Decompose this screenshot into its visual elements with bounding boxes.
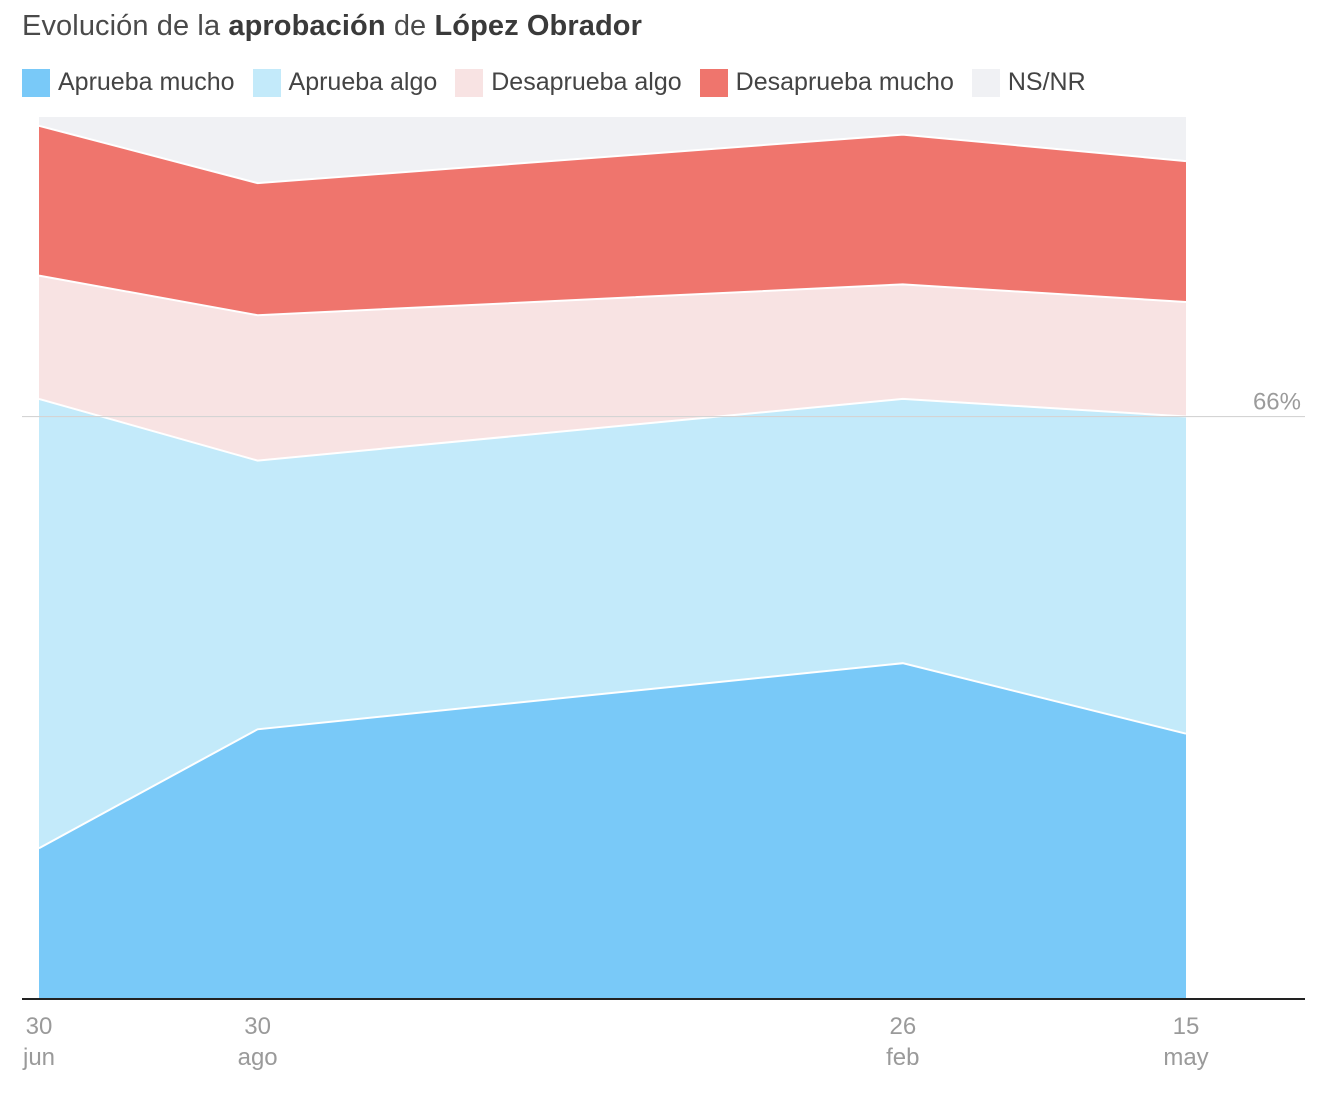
reference-line-label: 66% xyxy=(1253,389,1301,416)
x-tick-month: ago xyxy=(238,1044,278,1071)
x-tick-day: 26 xyxy=(889,1013,916,1040)
area-boundary-line xyxy=(38,397,1187,462)
area-aprueba-mucho xyxy=(39,663,1186,998)
legend-swatch xyxy=(699,68,728,97)
x-tick-month: feb xyxy=(886,1044,919,1071)
title-text-2: de xyxy=(385,10,435,42)
title-text-1: Evolución de la xyxy=(22,10,229,42)
legend-swatch xyxy=(22,68,50,97)
title-bold-name: López Obrador xyxy=(434,10,642,42)
x-tick-month: jun xyxy=(22,1044,55,1071)
area-desaprueba-algo xyxy=(39,275,1186,461)
area-boundary-line xyxy=(38,274,1187,317)
legend-swatch xyxy=(455,68,484,97)
x-tick-day: 30 xyxy=(244,1013,271,1040)
x-tick-day: 15 xyxy=(1173,1013,1200,1040)
area-ns-nr xyxy=(39,117,1186,184)
legend-item-desaprueba-algo: Desaprueba algo xyxy=(455,68,682,97)
legend-label: Aprueba algo xyxy=(288,68,438,96)
legend-swatch xyxy=(252,68,281,97)
chart-title: Evolución de la aprobación de López Obra… xyxy=(22,10,642,43)
legend-label: Aprueba mucho xyxy=(58,68,235,96)
legend-item-ns-nr: NS/NR xyxy=(971,68,1086,97)
x-tick-day: 30 xyxy=(26,1013,53,1040)
chart-legend: Aprueba mucho Aprueba algo Desaprueba algo… xyxy=(22,68,1104,97)
legend-item-aprueba-mucho: Aprueba mucho xyxy=(22,68,235,97)
area-aprueba-algo xyxy=(39,398,1186,849)
x-tick-month: may xyxy=(1163,1044,1208,1071)
legend-label: Desaprueba algo xyxy=(491,68,682,96)
area-boundary-line xyxy=(38,662,1187,850)
area-boundary-line xyxy=(38,124,1187,185)
legend-item-aprueba-algo: Aprueba algo xyxy=(252,68,438,97)
legend-label: NS/NR xyxy=(1007,68,1086,96)
legend-swatch xyxy=(971,68,1000,97)
legend-label: Desaprueba mucho xyxy=(735,68,954,96)
area-desaprueba-mucho xyxy=(39,125,1186,316)
title-bold-approval: aprobación xyxy=(228,10,386,42)
legend-item-desaprueba-mucho: Desaprueba mucho xyxy=(699,68,954,97)
